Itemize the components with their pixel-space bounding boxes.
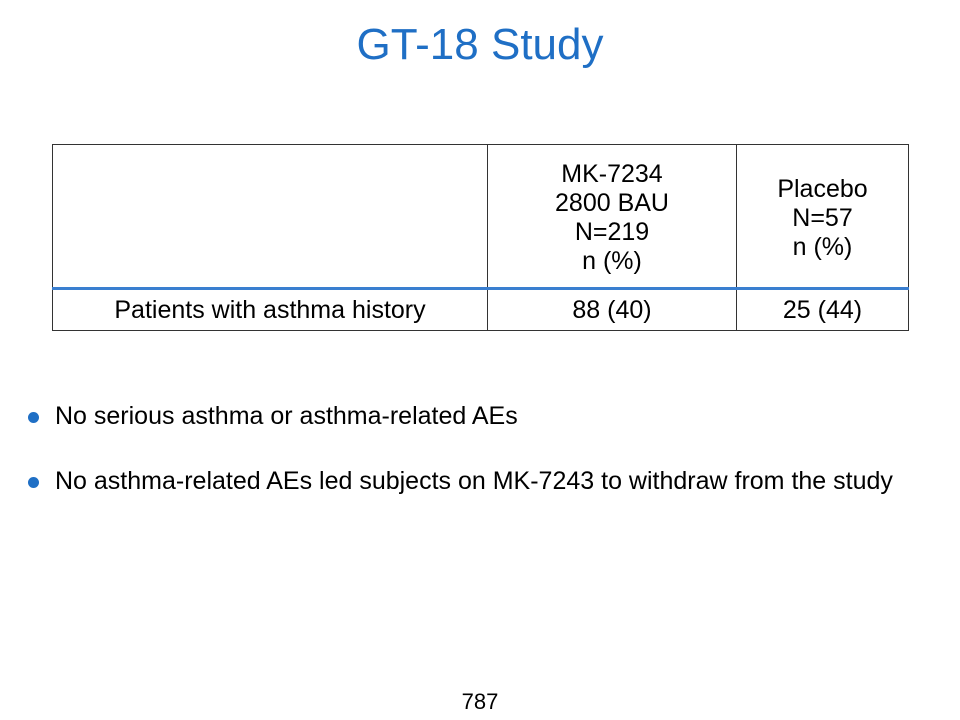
table-header-row: MK-7234 2800 BAU N=219 n (%) Placebo N=5… xyxy=(52,144,909,290)
header-line: N=57 xyxy=(792,203,853,232)
header-row-label-cell xyxy=(52,144,488,290)
header-cell-mk7234: MK-7234 2800 BAU N=219 n (%) xyxy=(487,144,737,290)
page-number: 787 xyxy=(461,689,499,714)
header-line: Placebo xyxy=(777,174,868,203)
table-cell-mk7234: 88 (40) xyxy=(487,288,737,331)
table-cell-placebo: 25 (44) xyxy=(736,288,909,331)
header-line: 2800 BAU xyxy=(555,189,669,217)
header-cell-placebo: Placebo N=57 n (%) xyxy=(736,144,909,290)
bullet-text: No asthma-related AEs led subjects on MK… xyxy=(55,467,893,495)
header-line: MK-7234 xyxy=(561,160,663,188)
row-label-cell: Patients with asthma history xyxy=(52,288,488,331)
bullet-list: No serious asthma or asthma-related AEs … xyxy=(28,401,928,531)
results-table-container: MK-7234 2800 BAU N=219 n (%) Placebo N=5… xyxy=(52,144,909,331)
bullet-dot-icon xyxy=(28,477,39,488)
header-line: N=219 xyxy=(574,218,650,246)
header-line: n (%) xyxy=(792,232,853,261)
header-line: n (%) xyxy=(582,247,642,275)
results-table: MK-7234 2800 BAU N=219 n (%) Placebo N=5… xyxy=(52,144,909,331)
bullet-item: No asthma-related AEs led subjects on MK… xyxy=(28,466,928,497)
bullet-item: No serious asthma or asthma-related AEs xyxy=(28,401,928,432)
bullet-dot-icon xyxy=(28,412,39,423)
slide-title: GT-18 Study xyxy=(356,20,604,69)
table-row: Patients with asthma history 88 (40) 25 … xyxy=(52,288,909,331)
bullet-text: No serious asthma or asthma-related AEs xyxy=(55,402,518,430)
